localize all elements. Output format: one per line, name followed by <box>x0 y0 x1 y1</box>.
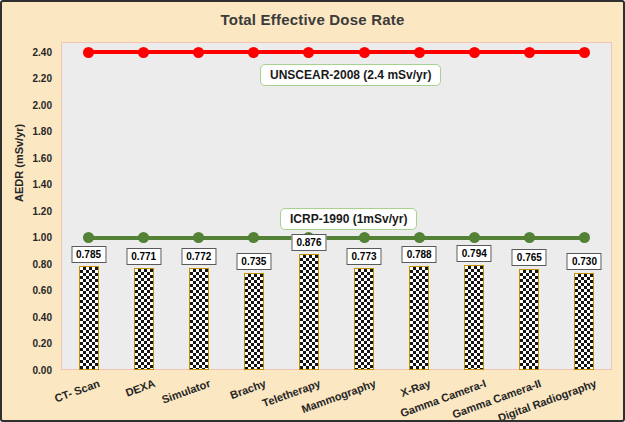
line-marker <box>579 232 590 243</box>
category-label: Simulator <box>160 377 212 406</box>
bar-value-label: 0.735 <box>236 253 271 270</box>
y-tick-label: 1.20 <box>8 205 52 218</box>
bar <box>574 273 594 370</box>
bar-value-label: 0.730 <box>567 253 602 270</box>
bar-value-label: 0.771 <box>126 248 161 265</box>
line-marker <box>248 47 259 58</box>
bar-value-label: 0.773 <box>347 248 382 265</box>
reference-line-unscear-2008 <box>84 50 590 54</box>
bar-value-label: 0.772 <box>181 248 216 265</box>
line-marker <box>469 47 480 58</box>
y-tick-label: 0.80 <box>8 258 52 271</box>
line-marker <box>359 47 370 58</box>
chart-title: Total Effective Dose Rate <box>2 11 623 28</box>
y-tick-label: 2.40 <box>8 46 52 59</box>
bar <box>464 265 484 370</box>
y-tick-label: 0.20 <box>8 337 52 350</box>
line-marker <box>414 47 425 58</box>
line-marker <box>524 47 535 58</box>
bar <box>79 266 99 370</box>
category-label: DEXA <box>124 377 157 399</box>
icrp-1990-annotation: ICRP-1990 (1mSv/yr) <box>280 208 417 230</box>
bar <box>134 268 154 370</box>
y-tick-label: 0.40 <box>8 311 52 324</box>
y-tick-label: 2.20 <box>8 72 52 85</box>
bar-value-label: 0.794 <box>457 245 492 262</box>
y-tick-label: 1.60 <box>8 152 52 165</box>
line-marker <box>579 47 590 58</box>
line-marker <box>303 47 314 58</box>
y-tick-label: 0.60 <box>8 284 52 297</box>
line-marker <box>524 232 535 243</box>
y-tick-label: 2.00 <box>8 99 52 112</box>
bar <box>299 254 319 370</box>
y-tick-label: 0.00 <box>8 364 52 377</box>
unscear-2008-annotation: UNSCEAR-2008 (2.4 mSv/yr) <box>260 64 441 86</box>
chart: Total Effective Dose Rate AEDR (mSv/yr) … <box>0 0 625 422</box>
bar <box>354 268 374 370</box>
bar <box>244 273 264 370</box>
bar-value-label: 0.788 <box>402 246 437 263</box>
bar <box>409 266 429 370</box>
bar-value-label: 0.765 <box>512 249 547 266</box>
bar-value-label: 0.785 <box>71 246 106 263</box>
y-tick-label: 1.40 <box>8 178 52 191</box>
line-marker <box>83 47 94 58</box>
bar-value-label: 0.876 <box>291 234 326 251</box>
y-tick-label: 1.00 <box>8 231 52 244</box>
line-marker <box>469 232 480 243</box>
reference-line-icrp-1990 <box>84 236 590 240</box>
bar <box>519 269 539 370</box>
category-label: CT- Scan <box>53 377 101 404</box>
line-marker <box>193 47 204 58</box>
line-marker <box>83 232 94 243</box>
line-marker <box>138 47 149 58</box>
line-marker <box>414 232 425 243</box>
y-tick-label: 1.80 <box>8 125 52 138</box>
category-label: X-Ray <box>399 377 432 399</box>
bar <box>189 268 209 370</box>
line-marker <box>359 232 370 243</box>
